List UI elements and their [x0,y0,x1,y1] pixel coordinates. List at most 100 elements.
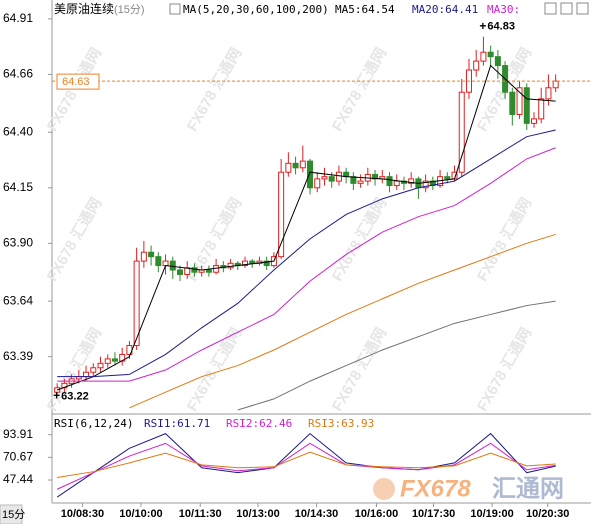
y-tick-label: 47.44 [3,472,33,486]
line-series [57,129,556,378]
candle-body [242,260,249,267]
legend-entry: MA5:64.54 [335,3,395,16]
line-series [57,147,556,382]
candle-body [140,251,147,262]
y-tick-label: 64.15 [3,180,33,194]
legend-entry: RSI3:63.93 [308,417,374,430]
candle-body [516,87,523,115]
candle-body [314,178,321,189]
line-series [129,233,556,409]
candle-body [321,176,328,180]
legend-entry: RSI2:62.46 [226,417,292,430]
candle-body [480,51,487,62]
candle-body [328,176,335,182]
candle-body [169,260,176,271]
indicator-label: RSI(6,12,24) [54,417,133,430]
x-tick-label: 10/08:30 [61,508,104,520]
candle-body [205,269,212,273]
x-tick-label: 10/17:30 [412,508,455,520]
x-tick-label: 10/20:30 [526,508,569,520]
candle-body [227,262,234,269]
candle-body [155,256,162,267]
logo-icon [373,478,395,500]
candle-body [458,91,465,173]
y-tick-label: 70.67 [3,450,33,464]
candle-body [97,362,104,369]
candle-body [335,171,342,182]
y-tick-label: 93.91 [3,427,33,441]
x-tick-label: 10/13:00 [236,508,279,520]
candle-body [530,118,537,124]
candle-body [162,260,169,267]
candle-body [285,162,292,173]
candle-body [90,367,97,373]
legend-entry: MA20:64.41 [412,3,478,16]
marker: + [53,389,60,403]
toolbar-icons [169,2,589,15]
candle-body [473,60,480,71]
legend-entry: MA30: [487,3,520,16]
candle-body [538,98,545,120]
candle-body [176,269,183,275]
line-series [57,451,556,479]
last-price-label: 64.63 [62,76,90,88]
last-price-box [56,73,100,90]
candle-body [422,180,429,189]
candle-body [111,358,118,362]
y-tick-label: 63.64 [3,293,33,307]
candle-body [83,371,90,378]
y-tick-label: 64.66 [3,67,33,81]
candle-body [278,171,285,258]
candle-body [133,260,140,347]
icon[interactable] [560,2,573,15]
candle-body [487,51,494,58]
candle-body [386,176,393,187]
logo: FX678 汇通网 [373,475,564,502]
chart-title: 美原油连续 [54,1,114,16]
candle-body [357,180,364,184]
icon[interactable] [169,3,181,15]
y-tick-label: 63.90 [3,236,33,250]
line-series [56,442,556,490]
candle-body [299,160,306,169]
candle-body [408,178,415,184]
x-tick-label: 10/10:00 [119,508,162,520]
icon[interactable] [576,2,589,15]
legend-entry: RSI1:61.71 [144,417,210,430]
candle-body [148,251,155,258]
candle-body [509,91,516,115]
period-button-label[interactable]: 15分 [2,508,25,521]
candle-body [263,260,270,267]
candle-body [104,358,111,364]
candle-body [292,162,299,169]
period-button[interactable] [0,504,23,524]
x-tick-label: 10/11:30 [179,508,222,520]
candle-body [249,260,256,264]
annotation: 64.83 [487,21,515,33]
icon[interactable] [544,2,557,15]
x-tick-label: 10/19:00 [470,508,513,520]
candle-body [444,176,451,180]
marker: + [479,19,486,33]
candle-body [545,87,552,100]
chart-subtitle: (15分) [114,3,145,16]
y-tick-label: 63.39 [3,349,33,363]
line-series [56,64,556,391]
logo-text: FX678 [400,475,471,502]
x-tick-label: 10/14:30 [295,508,338,520]
annotation: 63.22 [61,390,89,402]
y-tick-label: 64.40 [3,124,33,138]
candle-body [393,180,400,187]
line-series [237,300,556,411]
line-series [56,432,556,498]
candle-body [191,267,198,273]
y-tick-label: 64.91 [3,11,33,25]
logo-text: 汇通网 [492,475,564,502]
candle-body [307,160,314,189]
candle-body [494,56,501,67]
candle-body [523,87,530,124]
x-tick-label: 10/16:00 [355,508,398,520]
indicator-label: MA(5,20,30,60,100,200) [183,3,329,16]
candle-body [552,80,559,89]
